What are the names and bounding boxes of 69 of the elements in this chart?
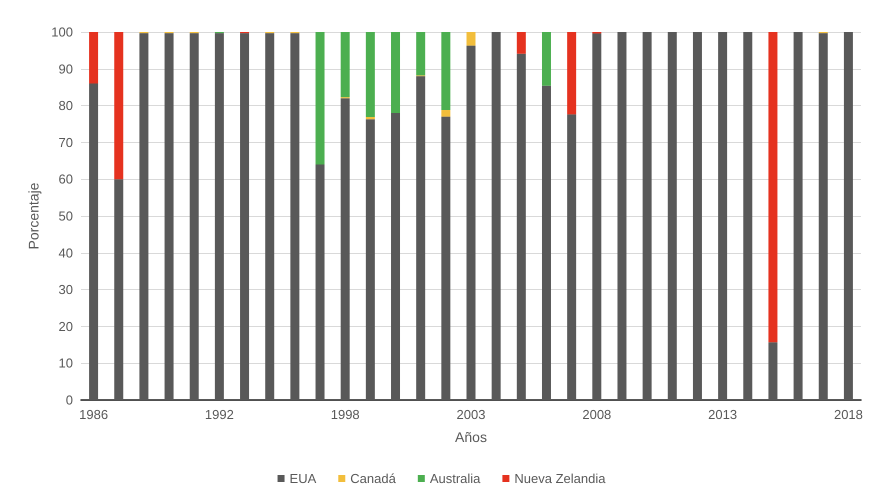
bar [416,32,426,76]
x-tick-label: 1986 [79,407,108,422]
bar [366,32,375,118]
bar [567,32,576,114]
bar [617,32,626,400]
bar [240,33,250,400]
bar [668,32,677,400]
x-tick-label: 2013 [708,407,738,422]
bar [466,32,476,46]
x-axis-title: Años [455,429,487,445]
x-tick-label: 1992 [204,407,234,422]
bar [416,76,426,400]
y-tick-label: 90 [58,61,73,76]
y-tick-label: 30 [58,282,73,298]
bar [542,32,551,86]
bar [114,32,124,180]
bar [768,342,778,400]
bar [441,110,450,117]
y-tick-label: 100 [51,24,73,40]
bar [265,33,274,400]
bar [89,32,98,84]
bar [466,46,476,400]
y-tick-label: 20 [58,318,73,334]
bar [391,112,400,400]
x-tick-label: 2008 [582,407,612,422]
y-tick-label: 70 [58,134,73,150]
y-tick-label: 10 [58,356,73,371]
bar [818,33,828,400]
bar [492,32,501,400]
bar [516,32,526,54]
bar [516,54,526,400]
legend-label: Canadá [350,471,397,486]
bar [391,32,400,113]
bar [844,32,853,400]
bar [340,98,350,400]
bar [441,32,450,110]
x-tick-label: 2018 [834,407,863,422]
bar [718,32,728,400]
x-tick-label: 2003 [456,407,486,422]
y-tick-label: 60 [58,172,73,187]
bar [567,114,576,400]
bar [692,32,702,400]
bar [316,32,325,164]
bar [89,84,98,400]
y-axis-title: Porcentaje [25,182,42,250]
bar [316,164,325,400]
bar [290,33,300,400]
y-tick-label: 80 [58,98,73,114]
bar [340,32,350,98]
bar [642,32,652,400]
y-tick-label: 50 [58,208,73,224]
bar [542,86,551,400]
bar [366,119,375,400]
bar [164,33,174,400]
legend-label: Nueva Zelandia [514,471,606,486]
bar [190,33,199,400]
y-tick-label: 40 [58,245,73,260]
legend-label: EUA [290,471,317,486]
bar [743,32,752,400]
bar [139,33,148,400]
bar [214,33,224,400]
bar [794,32,803,400]
y-tick-label: 0 [66,392,73,408]
bar [441,116,450,400]
x-tick-label: 1998 [330,407,360,422]
bar [592,33,602,400]
legend-label: Australia [430,471,482,486]
bar [114,179,124,400]
bar [768,32,778,342]
